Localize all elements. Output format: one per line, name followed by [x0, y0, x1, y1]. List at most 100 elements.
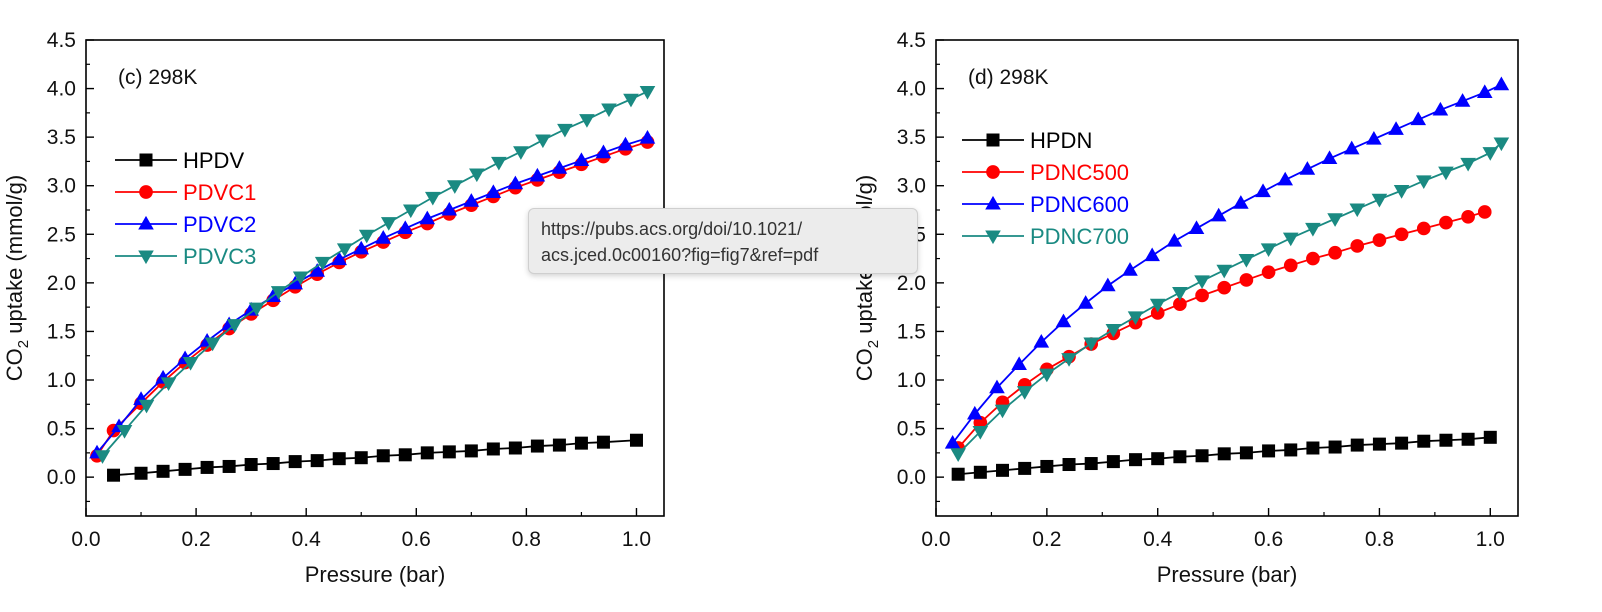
- data-point: [1040, 459, 1054, 473]
- data-point: [595, 144, 612, 159]
- data-point: [1306, 251, 1320, 266]
- legend-marker: [138, 215, 154, 230]
- panel-annotation: (d) 298K: [968, 66, 1049, 89]
- data-point: [402, 204, 419, 219]
- series-line: [96, 141, 648, 457]
- y-tick-label: 1.5: [47, 320, 76, 343]
- data-point: [973, 465, 987, 479]
- legend-label: PDNC600: [1030, 192, 1129, 217]
- data-point: [1371, 193, 1388, 208]
- data-point: [332, 452, 346, 466]
- y-axis-title-subscript: 2: [865, 340, 882, 348]
- data-point: [1262, 444, 1276, 458]
- legend-label: PDVC2: [183, 212, 256, 237]
- series-line: [96, 137, 648, 454]
- data-point: [314, 256, 331, 271]
- data-point: [248, 302, 265, 317]
- data-point: [485, 184, 502, 199]
- data-point: [1188, 220, 1205, 234]
- legend-label: HPDN: [1030, 128, 1092, 153]
- chart-panel-0: 0.0 0.2 0.4 0.6 0.8 1.0 0.0 0.5 1.0 1.5 2.0 2.5 3.0 3…: [2, 29, 665, 587]
- data-point: [1393, 185, 1410, 199]
- legend-label: PDNC500: [1030, 160, 1129, 185]
- data-point: [1217, 447, 1231, 461]
- data-point: [1415, 175, 1432, 189]
- x-tick-label: 0.4: [292, 528, 322, 551]
- data-point: [447, 180, 463, 194]
- series-pdvc3: [94, 85, 656, 464]
- data-point: [1350, 438, 1364, 452]
- y-tick-label: 4.0: [897, 78, 926, 101]
- data-point: [491, 156, 507, 171]
- legend-marker: [985, 195, 1001, 210]
- data-point: [292, 271, 309, 286]
- data-point: [1255, 183, 1271, 198]
- data-point: [419, 210, 436, 225]
- data-point: [134, 466, 148, 480]
- legend-entry: PDVC3: [115, 244, 256, 269]
- data-point: [1454, 93, 1471, 107]
- data-point: [288, 455, 302, 469]
- data-point: [226, 319, 243, 333]
- x-tick-label: 0.6: [402, 528, 431, 551]
- data-point: [1195, 449, 1209, 463]
- data-point: [950, 448, 966, 462]
- data-point: [1439, 215, 1453, 230]
- y-tick-label: 1.5: [897, 320, 926, 343]
- data-point: [1482, 147, 1499, 161]
- data-point: [200, 460, 214, 474]
- data-point: [1239, 273, 1254, 287]
- data-point: [182, 356, 199, 371]
- data-point: [1210, 207, 1227, 222]
- data-point: [1372, 437, 1386, 451]
- data-point: [1283, 258, 1298, 273]
- data-point: [1366, 130, 1382, 145]
- data-point: [420, 446, 434, 460]
- y-tick-label: 3.5: [47, 126, 76, 149]
- data-point: [1239, 446, 1253, 460]
- data-point: [573, 152, 590, 166]
- data-point: [1327, 213, 1343, 227]
- data-point: [623, 93, 639, 108]
- legend-entry: PDNC600: [962, 192, 1129, 217]
- data-point: [160, 377, 177, 392]
- y-tick-label: 1.0: [47, 369, 76, 392]
- legend-marker: [138, 250, 154, 265]
- data-point: [1306, 441, 1320, 455]
- data-point: [1438, 166, 1454, 181]
- data-point: [529, 167, 546, 182]
- data-point: [967, 405, 983, 420]
- data-point: [1151, 452, 1165, 466]
- data-point: [116, 424, 133, 439]
- data-point: [1077, 295, 1094, 309]
- y-tick-label: 3.0: [897, 175, 926, 198]
- data-point: [1172, 287, 1188, 301]
- data-point: [639, 129, 656, 144]
- data-point: [1127, 311, 1144, 325]
- data-point: [204, 337, 221, 352]
- data-point: [178, 462, 192, 476]
- data-point: [1144, 247, 1160, 262]
- data-point: [1417, 434, 1431, 448]
- data-point: [1166, 232, 1183, 247]
- x-tick-label: 0.2: [1032, 528, 1061, 551]
- data-point: [989, 379, 1005, 394]
- data-point: [508, 441, 522, 455]
- data-point: [535, 134, 551, 149]
- data-point: [309, 263, 325, 277]
- series-hpdn: [951, 430, 1497, 481]
- series-line: [957, 142, 1502, 455]
- data-point: [398, 448, 412, 462]
- series-pdnc700: [950, 137, 1510, 462]
- y-tick-label: 3.5: [897, 126, 926, 149]
- y-tick-label: 3.0: [47, 175, 76, 198]
- data-point: [1277, 171, 1293, 186]
- data-point: [1011, 356, 1027, 370]
- x-tick-label: 0.8: [512, 528, 541, 551]
- y-tick-label: 1.0: [897, 369, 926, 392]
- x-tick-label: 1.0: [622, 528, 651, 551]
- data-point: [1284, 443, 1298, 457]
- x-tick-label: 0.0: [71, 528, 100, 551]
- data-point: [1261, 265, 1276, 279]
